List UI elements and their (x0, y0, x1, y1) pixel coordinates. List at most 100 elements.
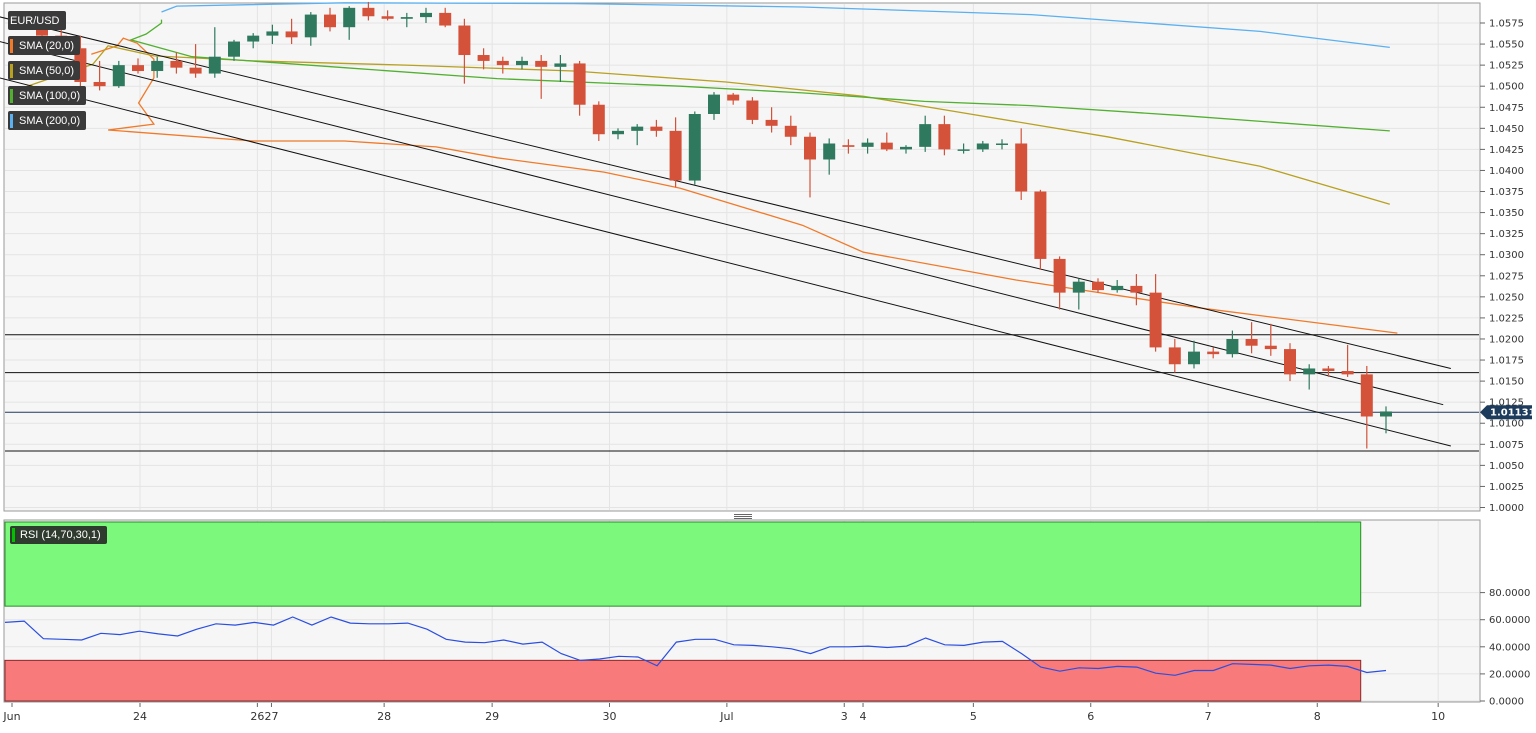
bullish-candle (1380, 411, 1392, 417)
rsi-tick-label: 40.0000 (1489, 642, 1530, 653)
bullish-candle (266, 31, 279, 36)
sma20-line (91, 37, 1398, 334)
bearish-candle (1168, 347, 1181, 365)
bullish-candle (1072, 281, 1085, 293)
sma50-label: SMA (50,0) (19, 64, 75, 77)
y-tick-label: 1.0425 (1489, 145, 1524, 156)
x-tick-label: Jul (719, 710, 733, 723)
bullish-candle (304, 14, 317, 38)
bullish-candle (516, 60, 528, 66)
oversold-band (4, 659, 1362, 702)
sma-lines (22, 2, 1398, 334)
rsi-tick-label: 60.0000 (1489, 615, 1530, 626)
bearish-candle (1015, 143, 1028, 192)
sma20-swatch (10, 38, 13, 53)
rsi-label: RSI (14,70,30,1) (20, 529, 101, 541)
y-tick-label: 1.0525 (1489, 61, 1524, 72)
bullish-candle (1111, 285, 1124, 291)
sma100-line (128, 19, 1390, 132)
bullish-candle (900, 146, 912, 150)
bullish-candle (976, 143, 989, 150)
y-tick-label: 1.0075 (1489, 440, 1524, 451)
legend-symbol[interactable]: EUR/USD (8, 11, 66, 30)
rsi-axis[interactable]: 80.0000 60.0000 40.0000 20.0000 0.0000 (1480, 588, 1530, 708)
y-tick-label: 1.0000 (1489, 503, 1524, 514)
x-tick-label: Jun (2, 710, 20, 723)
bearish-candle (1092, 281, 1104, 291)
x-tick-label: 29 (485, 710, 499, 723)
bullish-candle (996, 143, 1008, 145)
bullish-candle (919, 124, 932, 147)
bearish-candle (938, 124, 951, 150)
bearish-candle (804, 136, 816, 160)
bearish-candle (132, 65, 144, 72)
x-tick-label: 24 (133, 710, 147, 723)
y-tick-label: 1.0500 (1489, 82, 1524, 93)
bearish-candle (842, 145, 855, 147)
pane-resize-handle[interactable] (734, 514, 752, 519)
y-tick-label: 1.0175 (1489, 356, 1524, 367)
bullish-candle (554, 63, 567, 67)
sma50-swatch (10, 63, 13, 78)
x-tick-label: 26 (250, 710, 264, 723)
bearish-candle (1130, 285, 1143, 293)
legend-sma50[interactable]: SMA (50,0) (8, 61, 81, 80)
sma100-swatch (10, 88, 13, 103)
y-tick-label: 1.0125 (1489, 398, 1524, 409)
bearish-candle (1322, 368, 1335, 371)
last-price-badge (1480, 405, 1532, 420)
time-axis[interactable]: Jun 24 26 27 28 29 30 Jul 3 4 5 6 7 8 10 (2, 703, 1445, 723)
bullish-candle (1188, 351, 1200, 365)
rsi-line-layer (4, 616, 1387, 676)
bearish-candle (362, 7, 375, 17)
bearish-candle (1207, 351, 1220, 355)
bearish-candle (1034, 191, 1047, 259)
y-tick-label: 1.0100 (1489, 419, 1524, 430)
rsi-bands (4, 521, 1362, 702)
bearish-candle (477, 55, 490, 61)
y-tick-label: 1.0375 (1489, 187, 1524, 198)
y-tick-label: 1.0450 (1489, 124, 1524, 135)
rsi-tick-label: 20.0000 (1489, 669, 1530, 680)
bearish-candle (36, 27, 48, 36)
x-tick-label: 30 (603, 710, 617, 723)
y-tick-label: 1.0300 (1489, 250, 1524, 261)
legend-sma20[interactable]: SMA (20,0) (8, 36, 81, 55)
bearish-candle (1264, 345, 1277, 350)
rsi-tick-label: 0.0000 (1489, 697, 1524, 708)
bearish-candle (1149, 292, 1162, 348)
bullish-candle (631, 126, 644, 131)
y-tick-label: 1.0025 (1489, 482, 1524, 493)
bearish-candle (1284, 349, 1296, 375)
bullish-candle (688, 114, 701, 181)
bearish-candle (1245, 338, 1258, 346)
legend-sma100[interactable]: SMA (100,0) (8, 86, 87, 105)
price-axis[interactable]: 1.0575 1.0550 1.0525 1.0500 1.0475 1.0450 1.04… (1480, 19, 1524, 515)
last-price-marker: 1.01131 (1480, 405, 1536, 420)
y-tick-label: 1.0200 (1489, 334, 1524, 345)
y-tick-label: 1.0350 (1489, 208, 1524, 219)
y-tick-label: 1.0400 (1489, 166, 1524, 177)
y-tick-label: 1.0050 (1489, 461, 1524, 472)
x-tick-label: 5 (970, 710, 977, 723)
legend-sma200[interactable]: SMA (200,0) (8, 111, 87, 130)
rsi-tick-label: 80.0000 (1489, 588, 1530, 599)
bullish-candle (400, 17, 413, 19)
bearish-candle (650, 126, 663, 131)
bullish-candle (612, 130, 624, 135)
x-tick-label: 27 (264, 710, 278, 723)
bearish-candle (1360, 374, 1373, 417)
legend-rsi[interactable]: RSI (14,70,30,1) (10, 526, 107, 544)
bearish-candle (285, 31, 298, 38)
rsi-line (4, 616, 1387, 676)
channel-line (0, 77, 1451, 447)
bearish-candle (381, 16, 394, 19)
x-tick-label: 7 (1205, 710, 1212, 723)
bearish-candle (170, 60, 183, 68)
x-tick-label: 3 (841, 710, 848, 723)
overbought-band (4, 521, 1362, 607)
bullish-candle (1226, 338, 1239, 355)
sma200-line (161, 2, 1390, 49)
sma50-line (22, 45, 1390, 205)
